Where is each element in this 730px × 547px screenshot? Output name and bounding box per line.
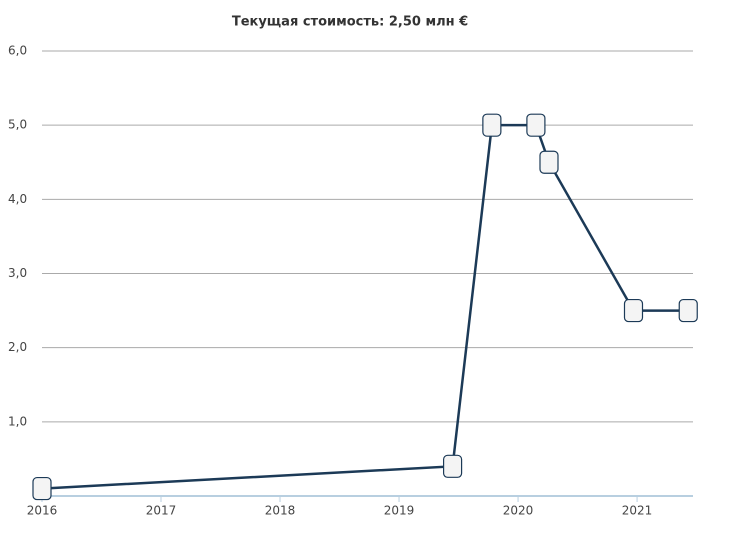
y-tick-label: 2,0 <box>8 340 27 354</box>
y-tick-label: 5,0 <box>8 118 27 132</box>
point-marker <box>482 113 502 137</box>
y-tick-label: 4,0 <box>8 192 27 206</box>
y-tick-label: 3,0 <box>8 266 27 280</box>
point-marker <box>539 150 559 174</box>
x-tick-label: 2018 <box>265 504 296 518</box>
point-marker <box>442 454 463 478</box>
point-marker <box>32 476 52 501</box>
point-marker <box>623 298 644 323</box>
point-marker <box>526 113 546 137</box>
y-tick-label: 6,0 <box>8 44 27 58</box>
line <box>41 123 689 490</box>
point-marker <box>678 298 698 323</box>
y-tick-label: 1,0 <box>8 414 27 428</box>
x-tick-label: 2017 <box>146 504 177 518</box>
x-tick-label: 2020 <box>503 504 534 518</box>
x-tick-label: 2019 <box>384 504 415 518</box>
x-tick-label: 2021 <box>622 504 653 518</box>
x-tick-label: 2016 <box>27 504 58 518</box>
chart-title: Текущая стоимость: 2,50 млн € <box>232 15 468 30</box>
